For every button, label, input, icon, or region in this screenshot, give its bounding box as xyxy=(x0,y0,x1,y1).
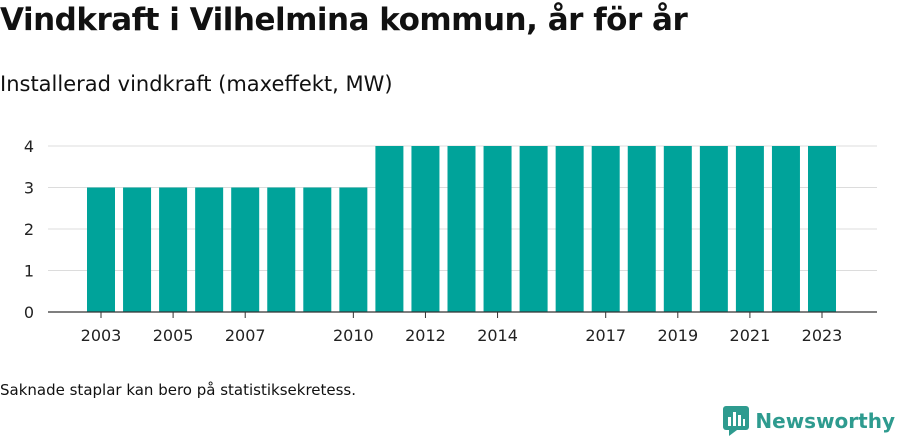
bar xyxy=(483,146,512,312)
chart-subtitle: Installerad vindkraft (maxeffekt, MW) xyxy=(0,72,393,96)
y-axis-labels: 0 1 2 3 4 xyxy=(24,137,34,322)
x-tick-label: 2019 xyxy=(657,326,698,345)
bar xyxy=(123,187,152,312)
bar xyxy=(808,146,836,312)
bar xyxy=(411,146,440,312)
footnote: Saknade staplar kan bero på statistiksek… xyxy=(0,381,357,399)
bar xyxy=(519,146,548,312)
y-tick-label: 0 xyxy=(24,303,34,322)
bars xyxy=(87,146,836,312)
chart-title: Vindkraft i Vilhelmina kommun, år för år xyxy=(0,2,688,38)
y-tick-label: 4 xyxy=(24,137,34,156)
bar xyxy=(591,146,620,312)
bar xyxy=(627,146,656,312)
brand-logo: Newsworthy xyxy=(723,406,895,436)
y-tick-label: 2 xyxy=(24,220,34,239)
x-tick-label: 2021 xyxy=(730,326,771,345)
x-axis-labels: 2003 2005 2007 2010 2012 2014 2017 2019 2021 2023 xyxy=(81,326,843,345)
x-tick-label: 2007 xyxy=(225,326,266,345)
bar xyxy=(699,146,728,312)
x-tick-label: 2010 xyxy=(333,326,374,345)
x-tick-label: 2012 xyxy=(405,326,446,345)
bar xyxy=(375,146,404,312)
y-tick-label: 1 xyxy=(24,262,34,281)
bar xyxy=(447,146,476,312)
bar xyxy=(87,187,115,312)
x-tick-label: 2023 xyxy=(802,326,843,345)
x-tick-label: 2005 xyxy=(153,326,194,345)
bar xyxy=(339,187,368,312)
bar xyxy=(555,146,584,312)
brand-name: Newsworthy xyxy=(755,409,895,433)
bar xyxy=(267,187,296,312)
bar xyxy=(195,187,224,312)
x-tick-label: 2017 xyxy=(585,326,626,345)
x-axis-ticks xyxy=(100,312,823,318)
bar xyxy=(663,146,692,312)
bar xyxy=(303,187,332,312)
bar xyxy=(231,187,260,312)
x-tick-label: 2003 xyxy=(81,326,122,345)
x-tick-label: 2014 xyxy=(477,326,518,345)
newsworthy-logo-icon xyxy=(723,406,750,436)
y-tick-label: 3 xyxy=(24,179,34,198)
bar xyxy=(771,146,800,312)
bar xyxy=(735,146,764,312)
bar xyxy=(159,187,188,312)
